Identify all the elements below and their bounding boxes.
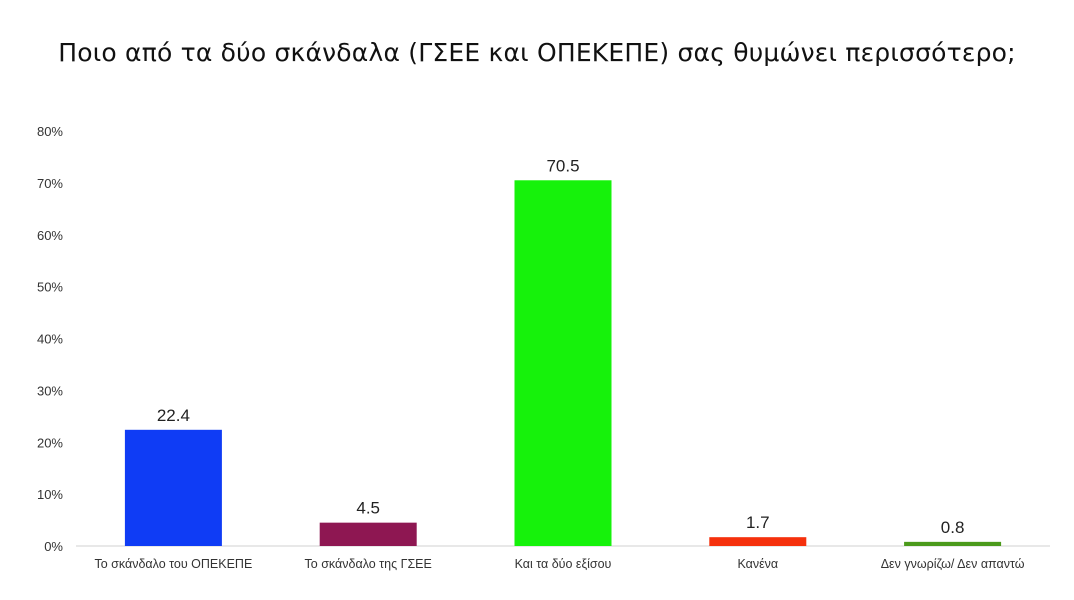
y-tick-label: 0% xyxy=(44,539,63,554)
x-axis: Το σκάνδαλο του ΟΠΕΚΕΠΕ Το σκάνδαλο της Γ… xyxy=(95,557,1025,571)
bars: 22.4 4.5 70.5 1.7 0.8 xyxy=(124,156,1002,546)
data-label: 22.4 xyxy=(157,406,190,425)
y-tick-label: 50% xyxy=(37,280,63,295)
bar xyxy=(709,537,807,546)
data-label: 1.7 xyxy=(746,513,770,532)
x-tick-label: Το σκάνδαλο της ΓΣΕΕ xyxy=(305,557,432,571)
y-tick-label: 20% xyxy=(37,435,63,450)
bar xyxy=(514,180,612,546)
data-label: 4.5 xyxy=(356,499,380,518)
x-tick-label: Το σκάνδαλο του ΟΠΕΚΕΠΕ xyxy=(95,557,253,571)
x-tick-label: Δεν γνωρίζω/ Δεν απαντώ xyxy=(881,557,1025,571)
x-tick-label: Κανένα xyxy=(737,557,778,571)
y-tick-label: 40% xyxy=(37,332,63,347)
data-label: 0.8 xyxy=(941,518,965,537)
bar xyxy=(319,522,417,546)
data-label: 70.5 xyxy=(546,156,579,175)
bar xyxy=(124,429,222,546)
y-tick-label: 10% xyxy=(37,487,63,502)
x-tick-label: Και τα δύο εξίσου xyxy=(515,557,612,571)
y-tick-label: 60% xyxy=(37,228,63,243)
chart-title: Ποιο από τα δύο σκάνδαλα (ΓΣΕΕ και ΟΠΕΚΕ… xyxy=(58,38,1016,67)
y-axis: 0% 10% 20% 30% 40% 50% 60% 70% 80% xyxy=(37,124,63,554)
y-tick-label: 80% xyxy=(37,124,63,139)
bar xyxy=(904,541,1002,546)
y-tick-label: 70% xyxy=(37,176,63,191)
y-tick-label: 30% xyxy=(37,383,63,398)
